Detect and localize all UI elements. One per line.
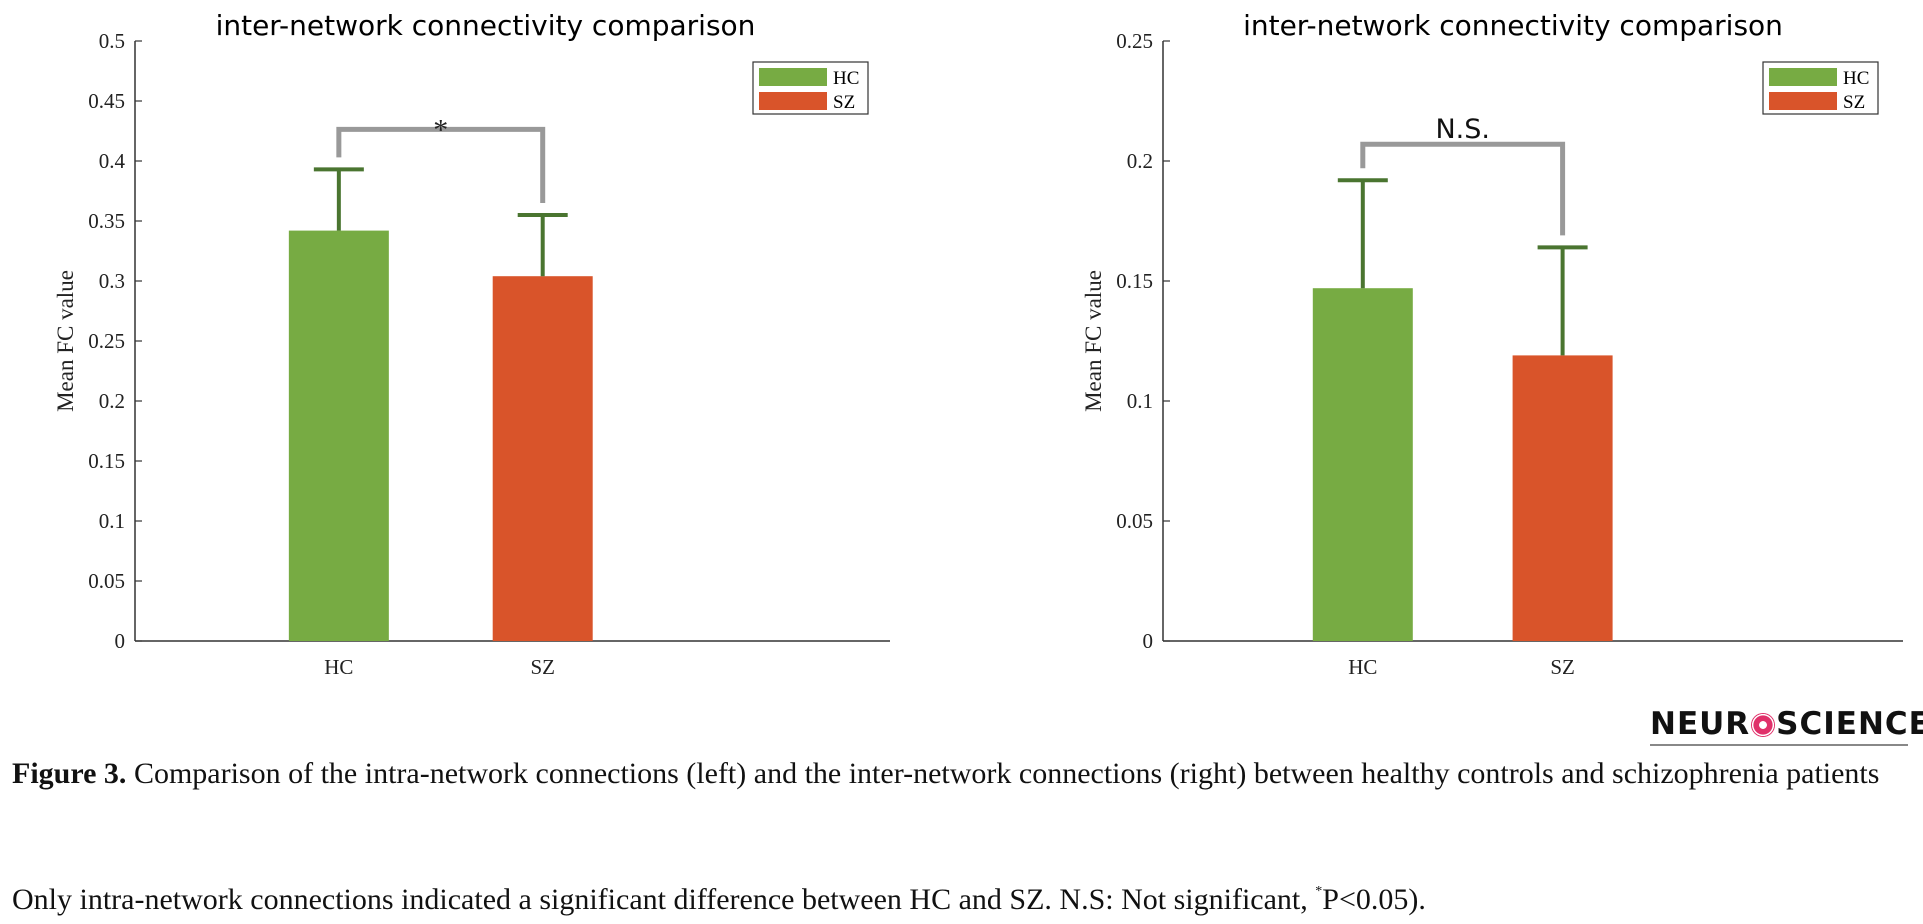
y-tick-label: 0.25 [88, 329, 125, 353]
y-tick-label: 0.05 [88, 569, 125, 593]
legend-swatch-hc [1769, 68, 1837, 86]
y-tick-label: 0.4 [99, 149, 126, 173]
chart-title: inter-network connectivity comparison [216, 9, 756, 42]
legend-label: SZ [833, 92, 855, 113]
figure-note: Only intra-network connections indicated… [12, 883, 1426, 916]
y-tick-label: 0.1 [1127, 389, 1153, 413]
y-tick-label: 0.2 [99, 389, 125, 413]
figure-label: Figure 3. [12, 757, 127, 790]
y-tick-label: 0.25 [1116, 29, 1153, 53]
figure-caption-text: Comparison of the intra-network connecti… [126, 757, 1880, 790]
significance-bracket [336, 126, 546, 203]
right-bar-chart: inter-network connectivity comparison 0 0.… [1081, 9, 1903, 679]
y-tick-label: 0.35 [88, 209, 125, 233]
x-tick-label: HC [1348, 655, 1377, 679]
bar-sz [1512, 355, 1613, 641]
legend-label: HC [833, 68, 859, 89]
logo-underline [1650, 744, 1908, 746]
y-tick-label: 0.1 [99, 509, 125, 533]
figure-caption: Figure 3. Comparison of the intra-networ… [12, 752, 1912, 796]
chart-title: inter-network connectivity comparison [1243, 9, 1783, 42]
significance-label: * [433, 113, 448, 146]
y-tick-label: 0.15 [88, 449, 125, 473]
bar-sz [492, 276, 593, 641]
x-tick-label: SZ [530, 655, 555, 679]
legend-swatch-sz [1769, 92, 1837, 110]
x-tick-label: SZ [1550, 655, 1575, 679]
y-tick-label: 0.45 [88, 89, 125, 113]
significance-bracket [1360, 141, 1566, 236]
legend-swatch-hc [759, 68, 827, 86]
y-tick-label: 0 [115, 629, 126, 653]
y-tick-label: 0 [1143, 629, 1154, 653]
neuroscience-logo: NEUR SCIENCE [1650, 706, 1923, 742]
y-axis-label: Mean FC value [53, 270, 78, 412]
x-tick-label: HC [324, 655, 353, 679]
neuron-o-icon [1751, 713, 1776, 737]
bar-hc [288, 230, 389, 641]
y-tick-label: 0.2 [1127, 149, 1153, 173]
legend-swatch-sz [759, 92, 827, 110]
left-bar-chart: inter-network connectivity comparison 0 0.… [53, 9, 890, 679]
legend-label: HC [1843, 68, 1869, 89]
legend-label: SZ [1843, 92, 1865, 113]
y-axis-label: Mean FC value [1081, 270, 1106, 412]
y-tick-label: 0.5 [99, 29, 125, 53]
y-tick-label: 0.05 [1116, 509, 1153, 533]
y-tick-label: 0.3 [99, 269, 125, 293]
bar-hc [1312, 288, 1413, 641]
significance-label: N.S. [1435, 114, 1490, 145]
y-tick-label: 0.15 [1116, 269, 1153, 293]
